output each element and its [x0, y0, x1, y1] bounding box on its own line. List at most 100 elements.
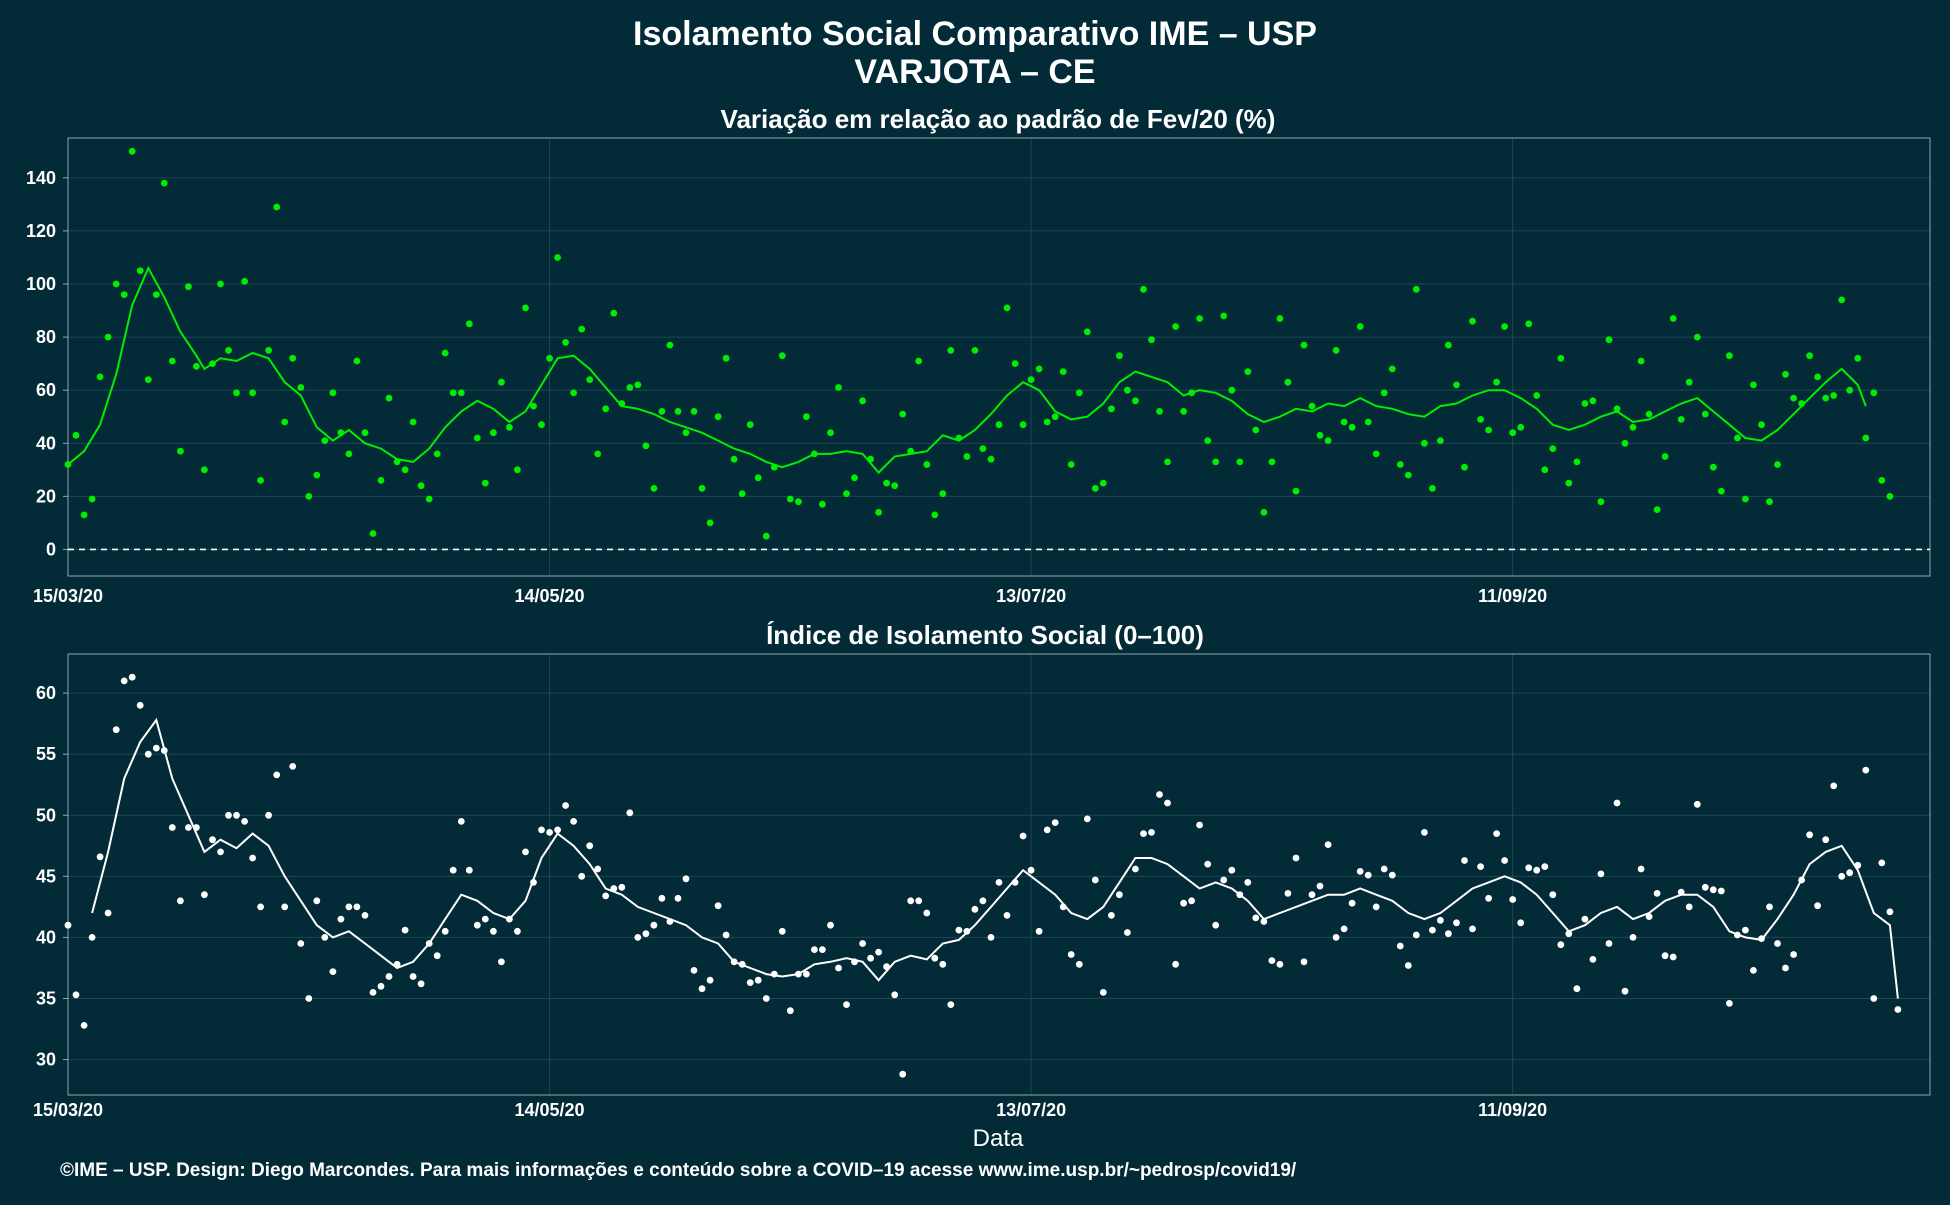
- variation-point-123: [1051, 413, 1059, 421]
- variation-point-214: [1782, 370, 1789, 378]
- index-point-76: [674, 894, 682, 902]
- index-point-208: [1734, 931, 1741, 939]
- index-point-173: [1453, 919, 1460, 927]
- index-point-64: [578, 872, 586, 880]
- variation-point-63: [570, 389, 577, 397]
- variation-point-73: [650, 485, 658, 492]
- variation-point-83: [730, 455, 738, 463]
- index-point-132: [1124, 929, 1131, 936]
- variation-point-106: [915, 357, 923, 365]
- index-point-57: [522, 848, 529, 856]
- variation-point-24: [257, 477, 264, 484]
- index-point-40: [385, 973, 393, 980]
- variation-point-192: [1605, 336, 1613, 344]
- variation-point-179: [1501, 323, 1508, 330]
- index-point-74: [658, 894, 666, 902]
- index-point-139: [1180, 899, 1187, 907]
- variation-point-91: [795, 498, 802, 506]
- variation-point-16: [193, 362, 200, 370]
- variation-point-194: [1621, 439, 1629, 447]
- variation-point-70: [626, 384, 634, 391]
- index-point-134: [1140, 830, 1147, 837]
- variation-point-77: [682, 429, 690, 437]
- index-point-61: [554, 826, 561, 834]
- index-point-204: [1701, 883, 1709, 891]
- index-point-43: [409, 973, 417, 980]
- index-point-191: [1597, 870, 1605, 878]
- index-point-193: [1613, 799, 1621, 807]
- index-point-111: [955, 926, 963, 934]
- variation-point-126: [1075, 389, 1083, 397]
- variation-point-48: [449, 389, 457, 397]
- variation-point-79: [698, 485, 706, 492]
- index-point-210: [1750, 967, 1757, 974]
- variation-point-177: [1485, 426, 1492, 434]
- variation-point-213: [1774, 461, 1781, 468]
- index-point-169: [1421, 829, 1428, 836]
- index-point-14: [177, 897, 184, 905]
- variation-point-98: [851, 474, 858, 482]
- variation-point-0: [64, 461, 72, 468]
- variation-point-90: [786, 495, 794, 503]
- index-point-144: [1220, 876, 1228, 884]
- variation-point-125: [1067, 461, 1075, 468]
- variation-point-59: [538, 421, 545, 429]
- index-point-70: [626, 809, 634, 817]
- index-point-109: [939, 960, 947, 968]
- variation-point-162: [1364, 418, 1372, 426]
- variation-point-35: [345, 450, 353, 458]
- variation-point-105: [907, 447, 915, 455]
- index-point-226: [1878, 859, 1886, 867]
- variation-point-11: [152, 291, 160, 298]
- index-point-153: [1292, 854, 1300, 862]
- variation-point-155: [1308, 402, 1316, 410]
- index-point-98: [851, 958, 858, 966]
- variation-point-76: [674, 408, 682, 415]
- index-point-214: [1782, 964, 1789, 972]
- index-point-20: [225, 811, 232, 819]
- variation-point-227: [1886, 493, 1894, 500]
- variation-point-149: [1260, 508, 1268, 516]
- index-point-62: [562, 802, 569, 809]
- variation-point-217: [1806, 352, 1813, 360]
- index-point-142: [1204, 860, 1212, 868]
- index-point-138: [1172, 960, 1179, 968]
- index-point-83: [730, 958, 738, 966]
- index-point-175: [1469, 925, 1476, 933]
- variation-point-146: [1236, 458, 1244, 466]
- variation-point-100: [867, 455, 874, 463]
- index-point-188: [1573, 985, 1581, 993]
- variation-point-22: [241, 277, 249, 285]
- index-point-217: [1806, 831, 1813, 839]
- index-point-27: [281, 903, 289, 911]
- variation-point-38: [369, 530, 377, 537]
- variation-point-124: [1059, 368, 1067, 375]
- variation-point-159: [1340, 418, 1348, 426]
- index-point-84: [738, 960, 746, 968]
- index-point-73: [650, 921, 658, 929]
- variation-point-31: [313, 471, 321, 479]
- index-point-31: [313, 897, 321, 905]
- index-point-66: [594, 865, 602, 873]
- variation-point-127: [1083, 328, 1091, 336]
- variation-point-202: [1685, 378, 1693, 386]
- index-point-120: [1027, 866, 1035, 874]
- variation-trend-line: [67, 265, 1867, 474]
- index-x-tick-label-2: 13/07/20: [996, 1100, 1066, 1120]
- variation-point-147: [1244, 368, 1252, 375]
- index-point-222: [1846, 869, 1854, 877]
- variation-point-71: [634, 381, 642, 389]
- variation-point-183: [1533, 392, 1541, 399]
- variation-point-80: [706, 519, 714, 527]
- index-point-49: [457, 818, 465, 825]
- index-point-176: [1477, 863, 1484, 870]
- index-point-105: [907, 897, 915, 905]
- panel-variation-title: Variação em relação ao padrão de Fev/20 …: [721, 104, 1276, 134]
- variation-point-122: [1043, 418, 1051, 426]
- index-point-192: [1605, 940, 1613, 947]
- variation-point-121: [1035, 365, 1043, 373]
- variation-point-101: [875, 508, 882, 516]
- index-point-126: [1075, 960, 1083, 968]
- variation-point-164: [1380, 389, 1388, 397]
